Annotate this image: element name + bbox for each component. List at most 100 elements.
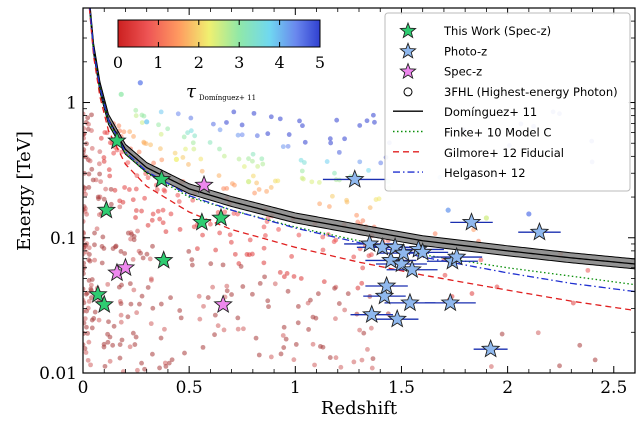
fhl-point (442, 272, 448, 278)
fhl-point (86, 185, 92, 190)
fhl-point (432, 231, 438, 237)
fhl-point (302, 139, 308, 145)
star-photo-z (361, 304, 382, 323)
fhl-point (101, 158, 107, 164)
fhl-point (83, 126, 87, 131)
fhl-point (281, 345, 287, 350)
fhl-point (227, 232, 233, 238)
fhl-point (97, 149, 103, 155)
fhl-point (277, 116, 283, 122)
fhl-point (119, 337, 125, 343)
fhl-point (96, 317, 102, 323)
fhl-point (320, 344, 326, 350)
fhl-point (148, 276, 154, 282)
y-tick-label: 0.01 (39, 364, 77, 384)
fhl-point (310, 314, 316, 320)
fhl-point (239, 132, 245, 138)
star-photo-z (344, 169, 365, 188)
fhl-point (298, 276, 304, 281)
colorbar-gradient (117, 19, 321, 48)
fhl-point (250, 158, 255, 164)
star-photo-z (374, 285, 395, 305)
fhl-point (336, 301, 342, 306)
fhl-point (385, 311, 391, 317)
fhl-point (200, 344, 206, 350)
fhl-point (92, 309, 98, 315)
fhl-point (300, 176, 306, 182)
fhl-point (137, 80, 143, 86)
fhl-point (96, 212, 102, 218)
fhl-point (281, 324, 287, 330)
star-this-work-spec-z- (94, 294, 115, 314)
fhl-point (168, 295, 173, 301)
fhl-point (315, 291, 321, 297)
fhl-point (86, 171, 92, 177)
colorbar-ticks: 0 1 2 3 4 5 (113, 20, 325, 72)
star-photo-z (440, 292, 461, 312)
fhl-point (158, 301, 164, 307)
fhl-point (149, 217, 155, 223)
fhl-point (97, 171, 102, 177)
fhl-point (159, 157, 165, 163)
fhl-point (106, 167, 112, 173)
fhl-point (251, 110, 257, 116)
x-tick-label: 2.5 (600, 378, 627, 398)
fhl-point (277, 270, 283, 275)
fhl-point (134, 173, 140, 179)
fhl-point (217, 146, 222, 152)
x-tick-label: 1.5 (388, 378, 415, 398)
fhl-point (252, 190, 257, 196)
fhl-point (316, 180, 322, 185)
fhl-point (177, 227, 183, 232)
fhl-point (368, 325, 374, 331)
fhl-point (445, 207, 451, 213)
fhl-point (117, 204, 123, 210)
fhl-point (120, 199, 126, 205)
legend-label-finke-10-model-c: Finke+ 10 Model C (444, 126, 551, 140)
fhl-point (117, 342, 123, 347)
fhl-point (128, 301, 134, 307)
colorbar-tick-label: 2 (194, 53, 204, 72)
fhl-point (96, 196, 101, 202)
fhl-point (297, 118, 302, 124)
fhl-point (253, 335, 259, 341)
fhl-point (88, 282, 94, 288)
fhl-point (107, 173, 113, 179)
fhl-point (139, 120, 145, 125)
fhl-point (125, 314, 131, 320)
fhl-point (300, 123, 305, 129)
colorbar: 0 1 2 3 4 5 τ Domínguez+ 11 (113, 19, 325, 102)
fhl-point (140, 255, 146, 261)
fhl-point (108, 186, 114, 192)
fhl-point (86, 277, 92, 283)
fhl-point (289, 254, 295, 259)
fhl-point (291, 357, 297, 363)
fhl-point (139, 293, 145, 299)
fhl-point (280, 144, 286, 150)
photo-z-errorbars-layer (322, 178, 561, 350)
fhl-point (181, 134, 187, 140)
fhl-point (122, 185, 128, 190)
fhl-point (158, 335, 164, 341)
fhl-point (83, 350, 89, 355)
fhl-point (175, 192, 181, 198)
fhl-point (101, 344, 107, 350)
fhl-point (268, 354, 274, 360)
fhl-point (291, 274, 297, 279)
fhl-point (250, 291, 255, 297)
y-axis-label: Energy [TeV] (14, 131, 35, 251)
fhl-point (190, 197, 196, 203)
colorbar-tick-label: 3 (234, 53, 244, 72)
fhl-point (215, 323, 221, 329)
fhl-point (557, 363, 562, 369)
fhl-point (585, 267, 591, 273)
fhl-point (165, 126, 171, 132)
fhl-point (145, 285, 151, 290)
fhl-point (118, 301, 124, 307)
fhl-point (105, 339, 111, 345)
fhl-point (280, 333, 286, 338)
legend-label-spec-z: Spec-z (444, 65, 482, 79)
fhl-point (535, 330, 541, 336)
